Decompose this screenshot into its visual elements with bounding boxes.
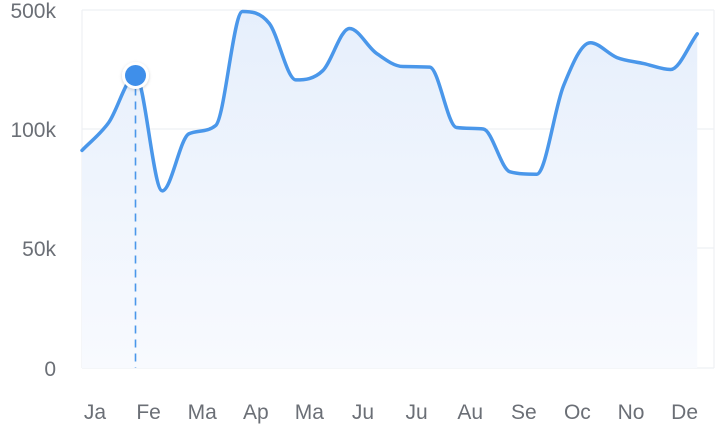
x-tick-label: Ju (352, 401, 374, 424)
x-tick-label: De (671, 401, 698, 424)
x-tick-label: Ju (406, 401, 428, 424)
y-tick-label: 50k (22, 238, 56, 261)
x-axis-labels: Ja Fe Ma Ap Ma Ju Ju Au Se Oc No De (84, 401, 698, 424)
x-tick-label: Au (457, 401, 483, 424)
x-tick-label: Ma (295, 401, 324, 424)
x-tick-label: Oc (564, 401, 591, 424)
highlight-layer (122, 61, 149, 368)
y-axis-labels: 0 50k 100k 500k (10, 0, 56, 381)
x-tick-label: Ja (84, 401, 107, 424)
series-line (80, 9, 699, 193)
x-tick-label: No (618, 401, 645, 424)
x-tick-label: Fe (136, 401, 161, 424)
area-layer (80, 9, 699, 369)
highlight-point[interactable] (125, 64, 146, 86)
y-tick-label: 100k (10, 119, 56, 142)
x-tick-label: Ma (188, 401, 217, 424)
x-tick-label: Se (511, 401, 537, 424)
y-tick-label: 0 (44, 358, 56, 381)
x-tick-label: Ap (243, 401, 269, 424)
area-fill (82, 11, 698, 369)
y-tick-label: 500k (10, 0, 56, 23)
